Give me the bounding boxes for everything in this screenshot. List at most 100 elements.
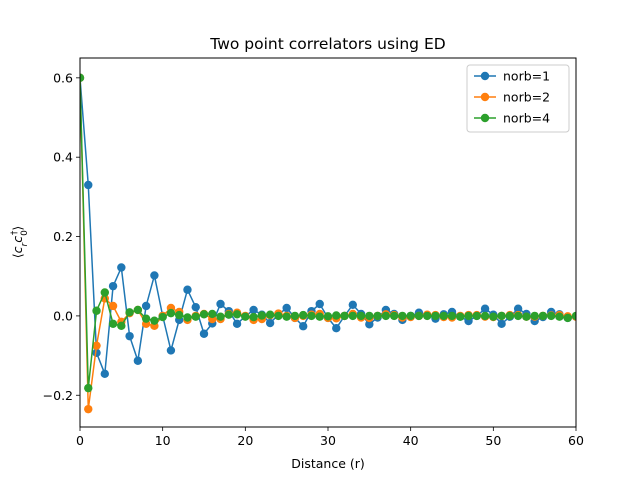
data-point: [365, 320, 374, 329]
data-point: [563, 313, 572, 323]
data-point: [332, 311, 341, 320]
data-point: [323, 312, 333, 321]
legend-label: norb=2: [503, 90, 550, 105]
data-point: [365, 311, 374, 321]
data-point: [232, 310, 242, 319]
data-point: [175, 310, 184, 320]
data-point: [84, 404, 93, 414]
data-point: [522, 312, 531, 321]
legend-label: norb=4: [503, 111, 550, 126]
data-point: [497, 319, 506, 329]
data-point: [373, 311, 382, 321]
data-point: [423, 311, 432, 321]
data-point: [84, 383, 93, 393]
data-point: [398, 311, 407, 321]
y-axis-label-group: ⟨crc0†⟩: [10, 226, 30, 258]
data-point: [348, 311, 357, 321]
data-point: [472, 311, 481, 321]
data-point: [414, 311, 424, 321]
data-point: [332, 324, 341, 333]
legend-marker: [480, 71, 490, 81]
data-point: [166, 308, 176, 318]
data-point: [282, 303, 291, 313]
data-point: [117, 263, 126, 272]
data-point: [150, 316, 159, 325]
legend-entry: norb=1: [474, 69, 550, 84]
data-point: [513, 311, 523, 321]
data-point: [282, 312, 291, 321]
series-norb-4: [80, 73, 576, 393]
data-point: [257, 311, 267, 320]
legend: norb=1 norb=2 norb=4: [466, 64, 570, 133]
data-point: [117, 321, 126, 331]
y-tick-label: −0.2: [43, 388, 73, 403]
legend-marker: [480, 113, 490, 123]
legend-entry: norb=4: [474, 111, 550, 126]
x-tick-label: 60: [568, 433, 584, 448]
data-point: [191, 312, 200, 321]
data-point: [183, 285, 192, 294]
data-point: [299, 322, 308, 331]
legend-marker: [480, 92, 490, 102]
x-tick-label: 20: [237, 433, 253, 448]
data-point: [265, 318, 275, 328]
x-tick-label: 50: [485, 433, 501, 448]
data-point: [406, 311, 415, 321]
data-point: [199, 310, 209, 319]
data-point: [141, 301, 151, 311]
data-point: [150, 271, 159, 280]
y-tick-label: 0.6: [53, 70, 73, 85]
data-point: [141, 314, 151, 323]
data-point: [389, 311, 399, 321]
chart-title: Two point correlators using ED: [209, 35, 445, 53]
legend-entry: norb=2: [474, 90, 550, 105]
data-point: [431, 311, 440, 321]
data-point: [274, 311, 283, 321]
data-point: [290, 311, 300, 321]
x-tick-label: 40: [403, 433, 419, 448]
data-point: [480, 311, 490, 321]
data-point: [241, 312, 250, 321]
data-point: [133, 305, 143, 315]
data-point: [191, 302, 200, 312]
data-point: [108, 281, 118, 291]
data-point: [497, 311, 506, 321]
data-point: [80, 73, 85, 83]
data-point: [447, 311, 457, 321]
data-point: [232, 319, 242, 329]
data-point: [356, 311, 366, 321]
data-point: [307, 311, 316, 321]
data-point: [216, 299, 225, 309]
data-point: [340, 311, 349, 321]
data-point: [381, 311, 391, 321]
data-point: [84, 180, 93, 190]
data-point: [183, 313, 192, 322]
y-axis-ticks: −0.2 0.0 0.2 0.4 0.6: [43, 70, 80, 403]
data-point: [315, 299, 324, 309]
data-point: [439, 311, 448, 321]
plot-area: [80, 73, 576, 414]
data-point: [555, 312, 564, 321]
data-point: [108, 301, 118, 311]
data-point: [166, 346, 176, 355]
data-point: [125, 308, 134, 317]
legend-box: [466, 64, 570, 133]
legend-label: norb=1: [503, 69, 550, 84]
x-axis-ticks: 0 10 20 30 40 50 60: [76, 427, 584, 448]
data-point: [513, 304, 523, 313]
x-tick-label: 30: [320, 433, 336, 448]
data-point: [547, 311, 556, 321]
x-tick-label: 10: [155, 433, 171, 448]
data-point: [299, 310, 308, 320]
y-axis-label: ⟨crc0†⟩: [10, 226, 30, 258]
data-point: [249, 312, 258, 322]
data-point: [480, 304, 490, 313]
data-point: [489, 312, 498, 321]
x-axis-label: Distance (r): [291, 456, 365, 471]
data-point: [100, 288, 110, 297]
data-point: [348, 300, 357, 309]
data-point: [158, 312, 167, 322]
data-point: [92, 306, 101, 315]
data-point: [456, 312, 465, 321]
data-point: [108, 319, 118, 329]
